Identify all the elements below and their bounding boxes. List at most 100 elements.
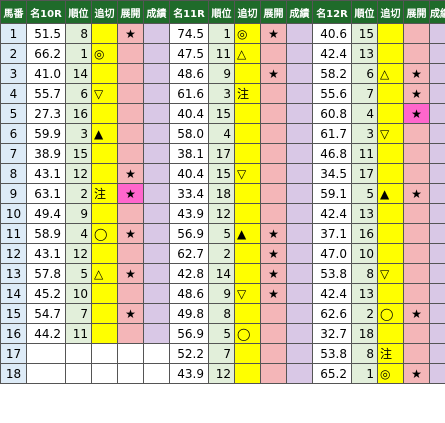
index-cell[interactable]: 74.5 [169, 23, 209, 44]
oikiri-mark-cell[interactable] [91, 243, 118, 264]
index-cell[interactable]: 37.1 [312, 223, 352, 244]
empty-cell[interactable] [117, 363, 144, 384]
index-cell[interactable]: 41.0 [26, 63, 66, 84]
tenkai-mark-cell[interactable] [117, 143, 144, 164]
tenkai-mark-cell[interactable]: ★ [260, 263, 287, 284]
header-rank[interactable]: 順位 [351, 0, 378, 24]
oikiri-mark-cell[interactable] [91, 203, 118, 224]
tenkai-mark-cell[interactable] [403, 163, 430, 184]
result-cell[interactable] [286, 163, 313, 184]
tenkai-mark-cell[interactable]: ★ [117, 183, 144, 204]
oikiri-mark-cell[interactable] [377, 223, 404, 244]
oikiri-mark-cell[interactable] [377, 43, 404, 64]
index-cell[interactable]: 58.9 [26, 223, 66, 244]
index-cell[interactable]: 58.0 [169, 123, 209, 144]
oikiri-mark-cell[interactable] [234, 203, 261, 224]
empty-cell[interactable] [65, 343, 92, 364]
oikiri-mark-cell[interactable] [377, 243, 404, 264]
result-cell[interactable] [286, 63, 313, 84]
empty-cell[interactable] [143, 363, 170, 384]
index-cell[interactable]: 33.4 [169, 183, 209, 204]
result-cell[interactable] [429, 343, 445, 364]
tenkai-mark-cell[interactable] [403, 283, 430, 304]
tenkai-mark-cell[interactable] [403, 343, 430, 364]
tenkai-mark-cell[interactable] [260, 303, 287, 324]
index-cell[interactable]: 38.1 [169, 143, 209, 164]
rank-cell[interactable]: 13 [351, 203, 378, 224]
index-cell[interactable]: 65.2 [312, 363, 352, 384]
index-cell[interactable]: 52.2 [169, 343, 209, 364]
result-cell[interactable] [143, 323, 170, 344]
tenkai-mark-cell[interactable] [403, 223, 430, 244]
rank-cell[interactable]: 7 [208, 343, 235, 364]
oikiri-mark-cell[interactable]: △ [91, 263, 118, 284]
rank-cell[interactable]: 15 [65, 143, 92, 164]
oikiri-mark-cell[interactable] [91, 103, 118, 124]
index-cell[interactable]: 43.1 [26, 163, 66, 184]
index-cell[interactable]: 43.9 [169, 363, 209, 384]
result-cell[interactable] [429, 123, 445, 144]
index-cell[interactable]: 63.1 [26, 183, 66, 204]
index-cell[interactable]: 62.6 [312, 303, 352, 324]
oikiri-mark-cell[interactable] [91, 143, 118, 164]
result-cell[interactable] [286, 363, 313, 384]
index-cell[interactable]: 47.5 [169, 43, 209, 64]
index-cell[interactable]: 47.0 [312, 243, 352, 264]
oikiri-mark-cell[interactable]: ◎ [91, 43, 118, 64]
rank-cell[interactable]: 12 [65, 163, 92, 184]
tenkai-mark-cell[interactable]: ★ [403, 83, 430, 104]
result-cell[interactable] [286, 323, 313, 344]
horse-number-cell[interactable]: 9 [0, 183, 27, 204]
result-cell[interactable] [286, 183, 313, 204]
result-cell[interactable] [429, 63, 445, 84]
horse-number-cell[interactable]: 15 [0, 303, 27, 324]
rank-cell[interactable]: 5 [208, 223, 235, 244]
header-race-10r[interactable]: 名10R [26, 0, 66, 24]
oikiri-mark-cell[interactable]: ▽ [377, 123, 404, 144]
empty-cell[interactable] [65, 363, 92, 384]
result-cell[interactable] [429, 23, 445, 44]
index-cell[interactable]: 56.9 [169, 323, 209, 344]
result-cell[interactable] [286, 23, 313, 44]
index-cell[interactable]: 40.6 [312, 23, 352, 44]
tenkai-mark-cell[interactable] [260, 83, 287, 104]
result-cell[interactable] [143, 263, 170, 284]
oikiri-mark-cell[interactable] [377, 163, 404, 184]
oikiri-mark-cell[interactable] [234, 243, 261, 264]
header-seiseki[interactable]: 成績 [429, 0, 445, 24]
index-cell[interactable]: 48.6 [169, 283, 209, 304]
rank-cell[interactable]: 8 [65, 23, 92, 44]
result-cell[interactable] [429, 83, 445, 104]
oikiri-mark-cell[interactable] [234, 63, 261, 84]
result-cell[interactable] [429, 183, 445, 204]
empty-cell[interactable] [117, 343, 144, 364]
tenkai-mark-cell[interactable] [260, 43, 287, 64]
index-cell[interactable]: 42.4 [312, 203, 352, 224]
tenkai-mark-cell[interactable]: ★ [260, 23, 287, 44]
result-cell[interactable] [143, 183, 170, 204]
rank-cell[interactable]: 14 [208, 263, 235, 284]
rank-cell[interactable]: 16 [65, 103, 92, 124]
result-cell[interactable] [429, 223, 445, 244]
tenkai-mark-cell[interactable] [117, 43, 144, 64]
rank-cell[interactable]: 7 [65, 303, 92, 324]
oikiri-mark-cell[interactable] [377, 203, 404, 224]
oikiri-mark-cell[interactable] [91, 163, 118, 184]
result-cell[interactable] [429, 283, 445, 304]
oikiri-mark-cell[interactable]: ▽ [91, 83, 118, 104]
result-cell[interactable] [286, 83, 313, 104]
horse-number-cell[interactable]: 12 [0, 243, 27, 264]
tenkai-mark-cell[interactable]: ★ [403, 363, 430, 384]
result-cell[interactable] [429, 323, 445, 344]
tenkai-mark-cell[interactable] [260, 343, 287, 364]
horse-number-cell[interactable]: 16 [0, 323, 27, 344]
header-horse-no[interactable]: 馬番 [0, 0, 27, 24]
index-cell[interactable]: 62.7 [169, 243, 209, 264]
rank-cell[interactable]: 2 [65, 183, 92, 204]
horse-number-cell[interactable]: 11 [0, 223, 27, 244]
tenkai-mark-cell[interactable]: ★ [117, 23, 144, 44]
horse-number-cell[interactable]: 5 [0, 103, 27, 124]
rank-cell[interactable]: 18 [351, 323, 378, 344]
oikiri-mark-cell[interactable]: ▽ [377, 263, 404, 284]
header-oikiri[interactable]: 追切 [234, 0, 261, 24]
